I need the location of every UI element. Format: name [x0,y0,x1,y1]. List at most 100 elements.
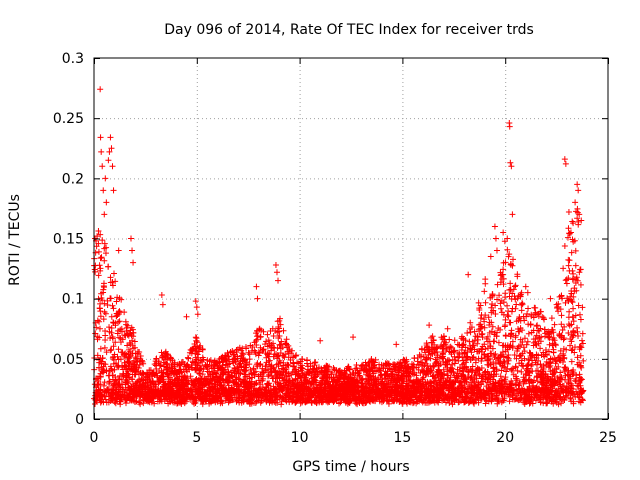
data-point [489,392,496,399]
data-point [387,379,394,386]
data-point [430,363,437,370]
data-point [115,376,122,383]
data-point [97,387,104,394]
data-point [411,398,418,405]
data-point [287,378,294,385]
data-point [502,316,509,323]
data-point [181,400,188,407]
data-point [225,399,232,406]
data-point [359,376,366,383]
data-point [533,355,540,362]
data-point [346,366,353,373]
data-point [183,394,190,401]
data-point [433,345,440,352]
data-point [229,373,236,380]
data-point [102,250,109,257]
data-point [527,321,534,328]
data-point [99,354,106,361]
data-point [132,354,139,361]
data-point [499,348,506,355]
data-point [203,376,210,383]
data-point [463,395,470,402]
data-point [520,388,527,395]
data-point [105,386,112,393]
data-point [566,257,573,264]
data-point [195,383,202,390]
data-point [391,361,398,368]
data-point [250,366,257,373]
data-point [262,363,269,370]
data-point [355,394,362,401]
data-point [227,387,234,394]
data-point [482,280,489,287]
data-point [422,372,429,379]
data-point [260,346,267,353]
data-point [306,369,313,376]
data-point [451,347,458,354]
data-point [572,312,579,319]
data-point [487,360,494,367]
data-point [186,349,193,356]
data-point [199,358,206,365]
data-point [538,387,545,394]
data-point [487,294,494,301]
data-point [174,398,181,405]
data-point [388,394,395,401]
data-point [113,298,120,305]
data-point [527,368,534,375]
data-point [479,330,486,337]
data-point [500,299,507,306]
data-point [507,286,514,293]
data-point [285,354,292,361]
data-point [484,333,491,340]
data-point [184,354,191,361]
data-point [206,368,213,375]
data-point [518,357,525,364]
data-point [365,377,372,384]
data-point [163,361,170,368]
data-point [263,393,270,400]
data-point [460,335,467,342]
data-point [509,344,516,351]
data-point [416,351,423,358]
data-point [341,394,348,401]
data-point [270,333,277,340]
data-point [486,321,493,328]
data-point [164,360,171,367]
data-point [504,360,511,367]
data-point [360,384,367,391]
data-point [506,398,513,405]
data-point [570,220,577,227]
data-point [420,363,427,370]
data-point [564,234,571,241]
data-point [236,376,243,383]
data-point [270,365,277,372]
data-point [256,350,263,357]
data-point [558,321,565,328]
data-point [285,372,292,379]
data-point [441,381,448,388]
data-point [453,374,460,381]
data-point [181,373,188,380]
data-point [464,353,471,360]
data-point [178,400,185,407]
data-point [267,369,274,376]
data-point [434,354,441,361]
data-point [480,316,487,323]
data-point [96,359,103,366]
data-point [427,379,434,386]
data-point [219,369,226,376]
data-point [288,350,295,357]
data-point [429,333,436,340]
data-point [441,370,448,377]
data-point [214,390,221,397]
data-point [483,397,490,404]
data-point [510,371,517,378]
data-point [496,360,503,367]
data-point [172,377,179,384]
data-point [134,392,141,399]
data-point [575,333,582,340]
data-point [393,371,400,378]
data-point [182,398,189,405]
data-point [482,299,489,306]
